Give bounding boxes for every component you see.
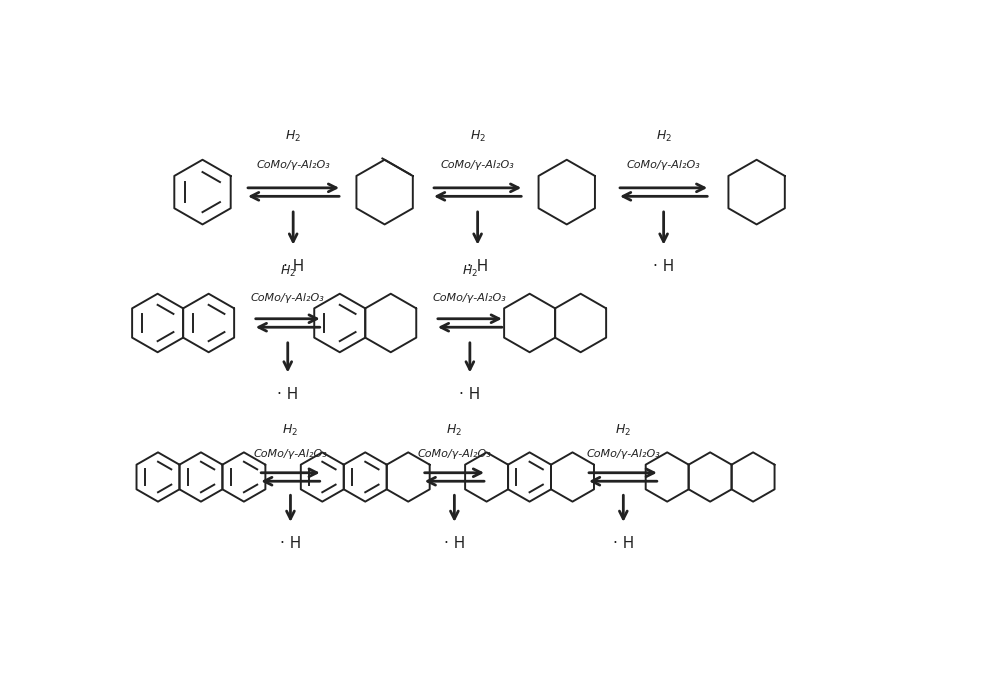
Text: CoMo/γ-Al₂O₃: CoMo/γ-Al₂O₃ (254, 449, 327, 459)
Text: CoMo/γ-Al₂O₃: CoMo/γ-Al₂O₃ (627, 160, 700, 170)
Text: $H_2$: $H_2$ (615, 423, 631, 438)
Text: · H: · H (459, 387, 480, 402)
Text: $H_2$: $H_2$ (462, 264, 478, 279)
Text: CoMo/γ-Al₂O₃: CoMo/γ-Al₂O₃ (441, 160, 514, 170)
Text: · H: · H (280, 537, 301, 551)
Text: $H_2$: $H_2$ (656, 129, 672, 144)
Text: · H: · H (467, 260, 488, 274)
Text: CoMo/γ-Al₂O₃: CoMo/γ-Al₂O₃ (586, 449, 660, 459)
Text: · H: · H (613, 537, 634, 551)
Text: CoMo/γ-Al₂O₃: CoMo/γ-Al₂O₃ (433, 292, 507, 303)
Text: · H: · H (653, 260, 674, 274)
Text: $H_2$: $H_2$ (282, 423, 298, 438)
Text: $H_2$: $H_2$ (285, 129, 301, 144)
Text: $H_2$: $H_2$ (446, 423, 462, 438)
Text: CoMo/γ-Al₂O₃: CoMo/γ-Al₂O₃ (418, 449, 491, 459)
Text: $H_2$: $H_2$ (280, 264, 296, 279)
Text: $H_2$: $H_2$ (470, 129, 486, 144)
Text: · H: · H (277, 387, 298, 402)
Text: CoMo/γ-Al₂O₃: CoMo/γ-Al₂O₃ (256, 160, 330, 170)
Text: · H: · H (283, 260, 304, 274)
Text: CoMo/γ-Al₂O₃: CoMo/γ-Al₂O₃ (251, 292, 325, 303)
Text: · H: · H (444, 537, 465, 551)
